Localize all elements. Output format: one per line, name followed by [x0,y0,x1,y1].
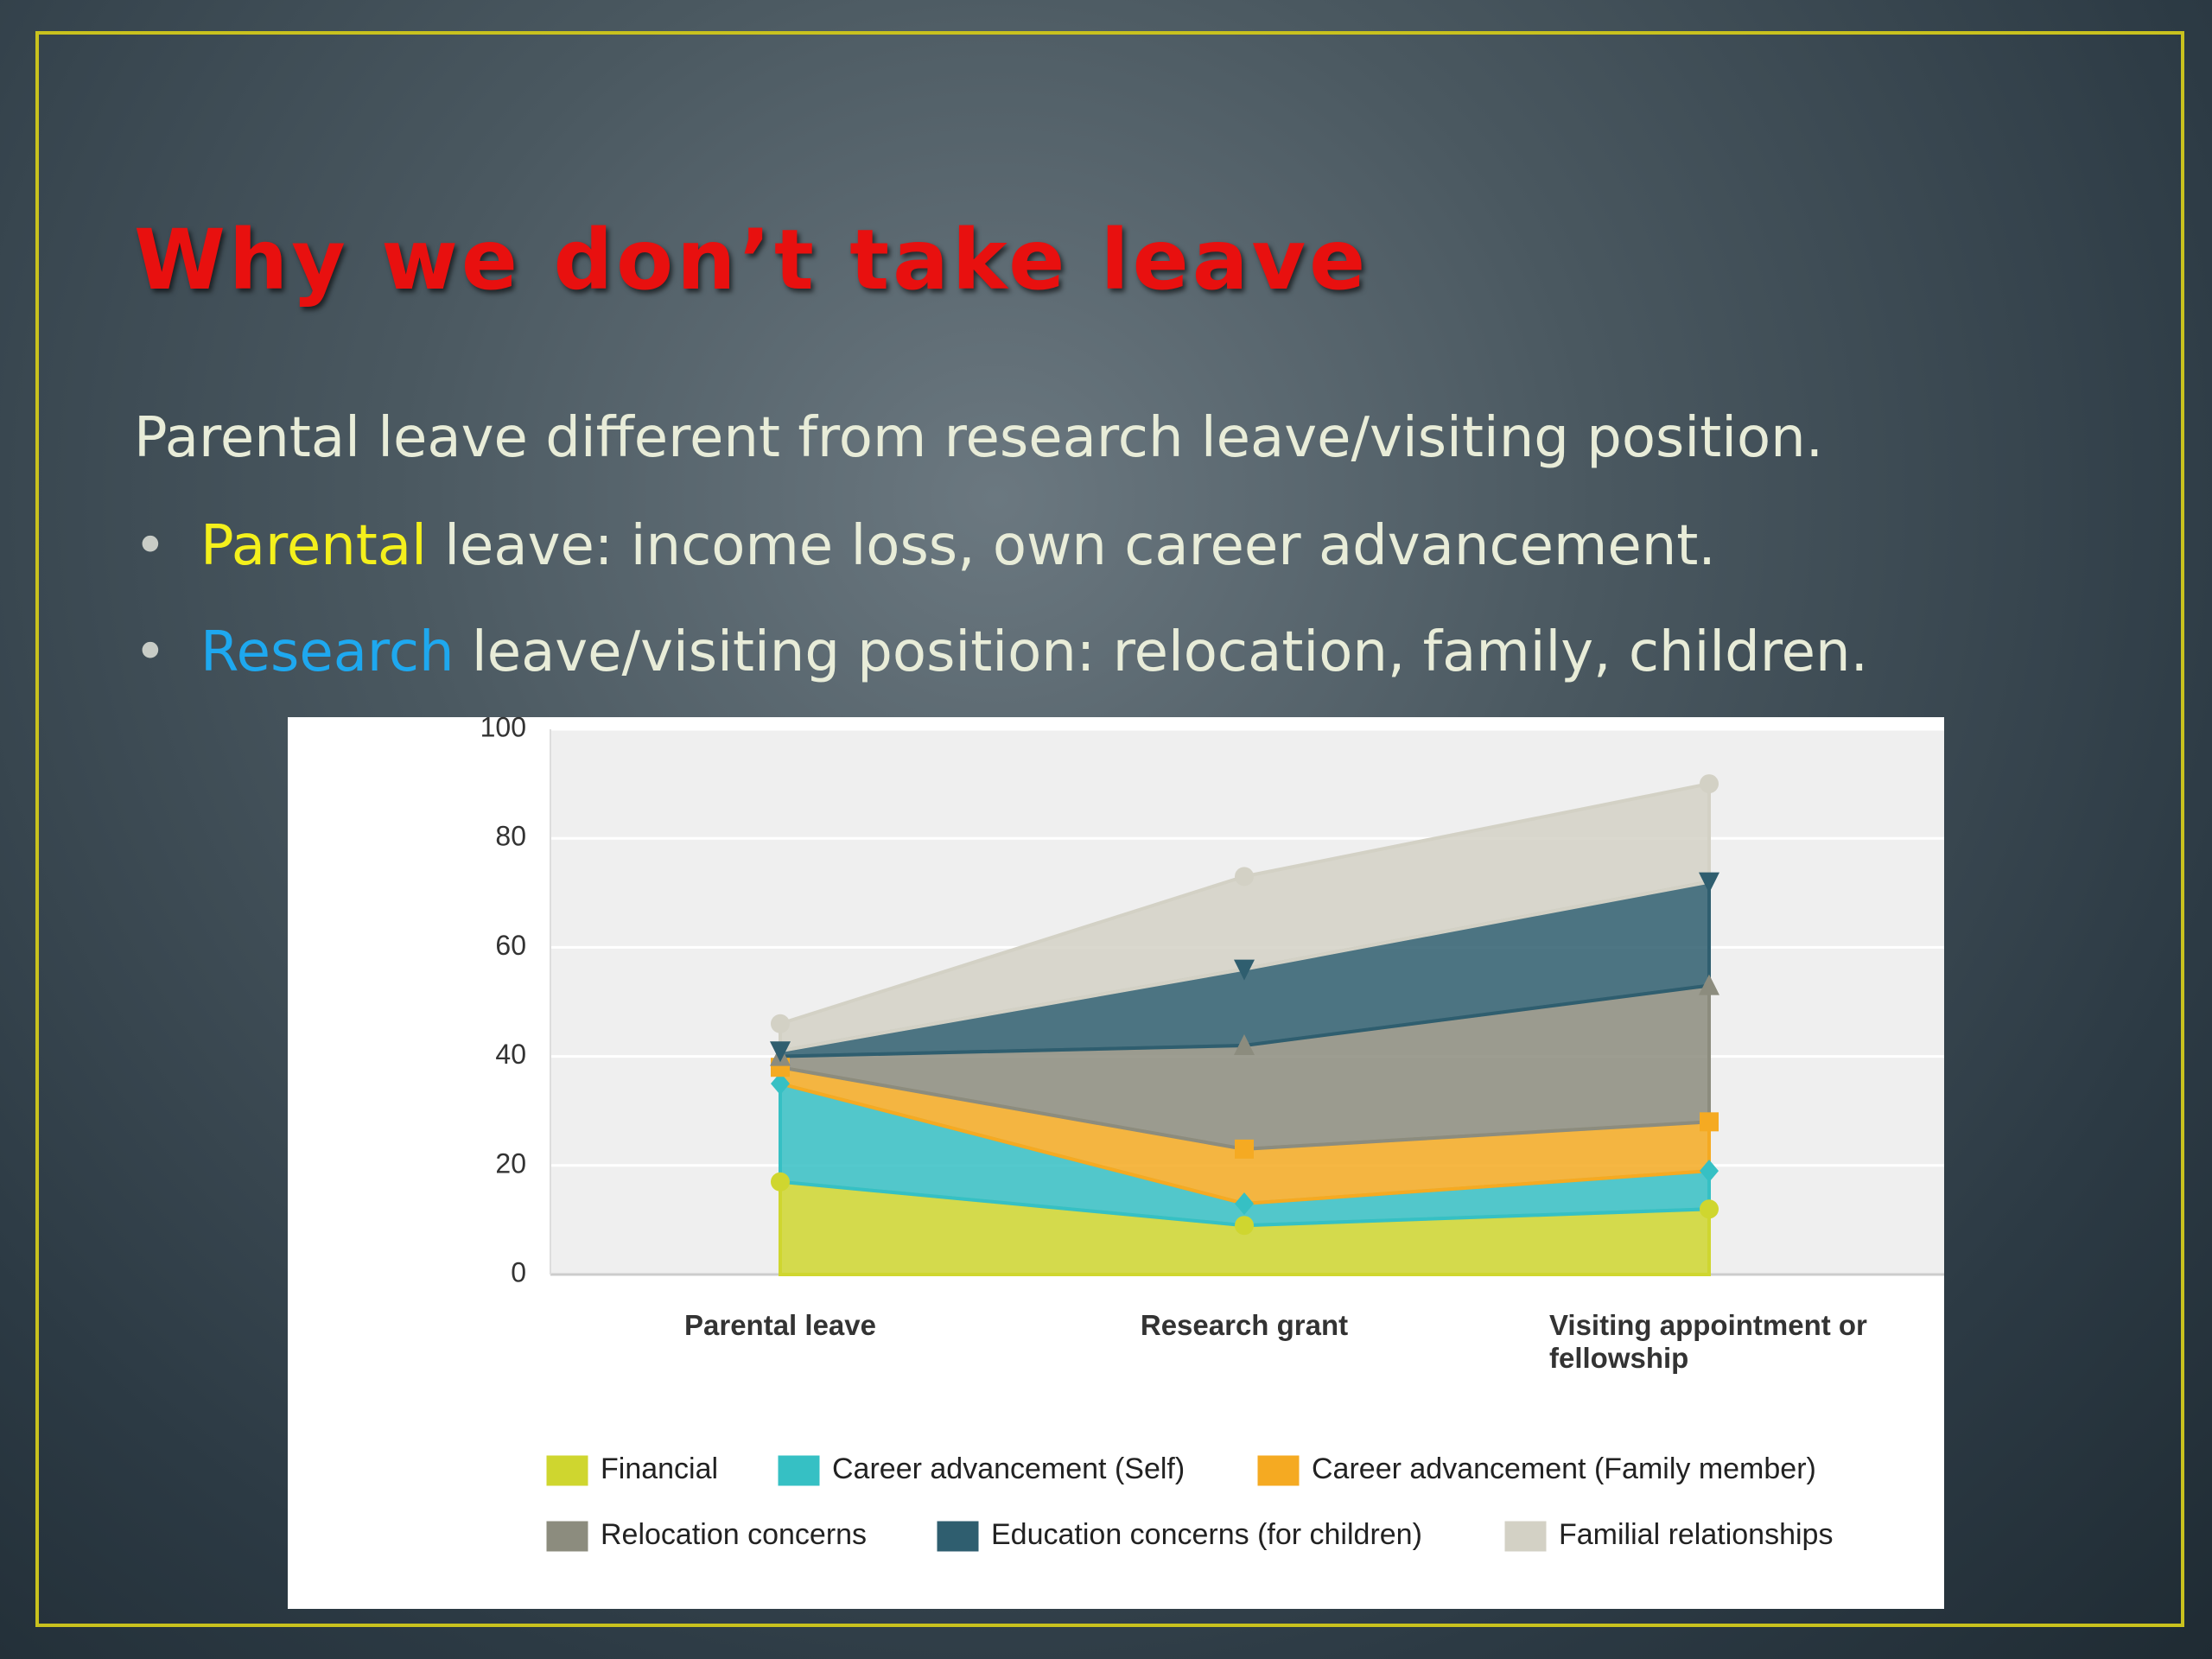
legend-swatch [1256,1454,1300,1487]
marker [1235,1216,1254,1236]
x-tick-label: Parental leave [684,1309,876,1341]
slide-frame [35,31,2184,1627]
legend-label: Career advancement (Family member) [1312,1452,1816,1485]
marker [1700,1160,1719,1183]
bullet-dot: • [134,620,167,684]
legend-label: Familial relationships [1559,1518,1833,1551]
bullet: Research leave/visiting position: reloca… [200,620,1868,684]
marker [1235,1139,1254,1159]
legend-label: Financial [601,1452,718,1485]
y-tick-label: 100 [480,711,526,742]
bullet-dot: • [134,514,167,578]
y-tick-label: 80 [495,821,526,852]
marker [1235,867,1254,887]
marker [1699,974,1719,995]
legend-label: Career advancement (Self) [832,1452,1185,1485]
marker [1699,872,1719,893]
bullet-text: leave/visiting position: relocation, fam… [471,620,1868,684]
x-tick-label: Research grant [1140,1309,1349,1341]
bullet: Parental leave: income loss, own career … [200,514,1716,578]
marker [771,1172,790,1192]
y-tick-label: 60 [495,930,526,961]
y-tick-label: 20 [495,1147,526,1179]
intro-text: Parental leave different from research l… [134,406,1824,470]
marker [1700,774,1719,794]
legend-swatch [545,1454,589,1487]
highlight: Research [200,620,454,684]
x-tick-label: Visiting appointment or fellowship [1549,1309,1867,1374]
legend-label: Relocation concerns [601,1518,867,1551]
marker [1234,959,1255,981]
legend-swatch [777,1454,821,1487]
y-tick-label: 0 [511,1256,526,1287]
marker [771,1014,790,1033]
legend-swatch [936,1520,980,1553]
marker [1234,1033,1255,1055]
legend-swatch [1503,1520,1548,1553]
marker [1235,1192,1254,1215]
highlight: Parental [200,514,427,578]
y-tick-label: 40 [495,1039,526,1070]
marker [1700,1199,1719,1219]
marker [771,1072,790,1096]
slide-title: Why we don’t take leave [134,212,1370,308]
legend-swatch [545,1520,589,1553]
marker [770,1041,791,1063]
bullet-text: leave: income loss, own career advanceme… [444,514,1716,578]
marker [1700,1112,1719,1132]
legend-label: Education concerns (for children) [991,1518,1422,1551]
